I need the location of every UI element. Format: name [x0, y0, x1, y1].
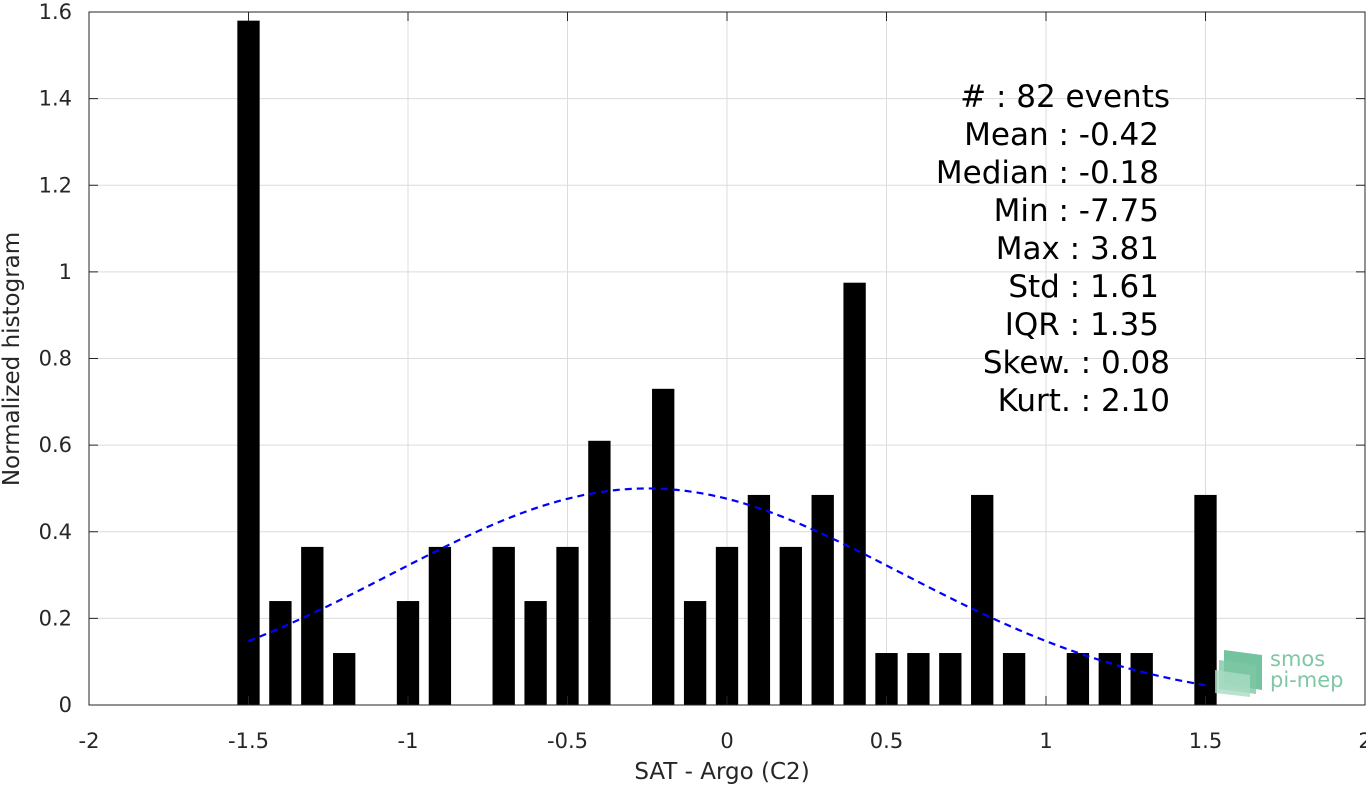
histogram-bar: [843, 282, 866, 705]
x-axis-title: SAT - Argo (C2): [634, 759, 809, 785]
histogram-bar: [1002, 653, 1026, 705]
logo-wave-icon: [1215, 650, 1262, 697]
histogram-bar: [1066, 653, 1090, 705]
histogram-bar: [939, 653, 962, 705]
stat-mean: Mean : -0.42: [964, 117, 1159, 153]
histogram-bar: [811, 494, 834, 705]
histogram-bar: [301, 546, 324, 705]
histogram-bars: [237, 20, 1217, 706]
y-tick-label: 1.2: [39, 173, 72, 197]
histogram-bar: [907, 653, 930, 705]
y-tick-label: 0.2: [39, 606, 72, 630]
y-tick-label: 0.4: [39, 520, 72, 544]
histogram-bar: [428, 546, 452, 705]
histogram-bar: [1098, 653, 1121, 705]
y-tick-label: 1.4: [39, 87, 72, 111]
x-tick-label: -1.5: [228, 729, 269, 753]
histogram-bar: [492, 546, 515, 705]
histogram-bar: [971, 494, 994, 705]
y-tick-label: 0: [59, 693, 72, 717]
y-tick-label: 1: [59, 260, 72, 284]
histogram-bar: [683, 601, 707, 705]
histogram-bar: [269, 601, 292, 705]
stat-events: # : 82 events: [960, 79, 1170, 115]
stat-kurt: Kurt. : 2.10: [998, 383, 1170, 419]
histogram-bar: [237, 20, 260, 706]
stat-median: Median : -0.18: [936, 155, 1159, 191]
smos-pimep-logo: smos pi-mep: [1215, 647, 1343, 697]
y-tick-labels: 0 0.2 0.4 0.6 0.8 1 1.2 1.4 1.6: [39, 0, 72, 717]
histogram-bar: [779, 546, 802, 705]
y-tick-label: 1.6: [39, 0, 72, 24]
histogram-bar: [715, 546, 739, 705]
logo-line1: smos: [1270, 647, 1325, 671]
y-axis-title: Normalized histogram: [0, 232, 25, 486]
stat-iqr: IQR : 1.35: [1005, 307, 1159, 343]
histogram-bar: [524, 601, 547, 705]
stat-std: Std : 1.61: [1008, 269, 1159, 305]
y-tick-label: 0.8: [39, 347, 72, 371]
histogram-bar: [333, 653, 356, 705]
histogram-bar: [396, 601, 420, 705]
statistics-box: # : 82 events Mean : -0.42 Median : -0.1…: [936, 79, 1170, 419]
stat-skew: Skew. : 0.08: [983, 345, 1170, 381]
histogram-bar: [747, 494, 771, 705]
logo-line2: pi-mep: [1270, 668, 1343, 692]
histogram-bar: [652, 388, 675, 705]
x-tick-label: -1: [398, 729, 419, 753]
x-tick-label: -0.5: [547, 729, 588, 753]
x-tick-label: 0.5: [870, 729, 903, 753]
histogram-bar: [1130, 653, 1153, 705]
x-tick-label: 2: [1358, 729, 1366, 753]
axes-frame: [88, 11, 1366, 706]
stat-min: Min : -7.75: [994, 193, 1159, 229]
histogram-bar: [875, 653, 898, 705]
histogram-bar: [1194, 494, 1217, 705]
x-tick-label: -2: [79, 729, 100, 753]
stat-max: Max : 3.81: [996, 231, 1159, 267]
x-tick-label: 1.5: [1189, 729, 1222, 753]
histogram-bar: [588, 440, 611, 705]
y-tick-label: 0.6: [39, 433, 72, 457]
x-tick-label: 1: [1039, 729, 1052, 753]
histogram-bar: [556, 546, 579, 705]
x-tick-labels: -2 -1.5 -1 -0.5 0 0.5 1 1.5 2: [79, 729, 1366, 753]
x-tick-label: 0: [720, 729, 733, 753]
